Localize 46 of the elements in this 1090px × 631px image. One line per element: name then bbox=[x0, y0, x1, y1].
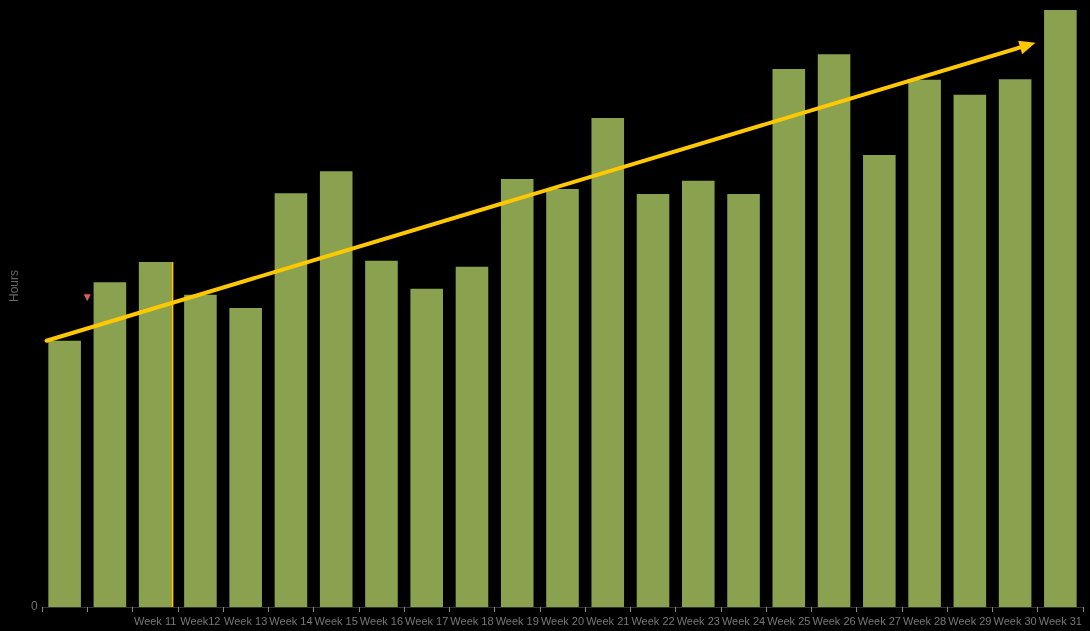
x-tick-label: Week 27 bbox=[857, 614, 901, 627]
bar bbox=[908, 79, 941, 607]
x-tick-label: Week 13 bbox=[224, 614, 268, 627]
bar bbox=[1044, 10, 1077, 607]
x-tick-label: Week 14 bbox=[269, 614, 313, 627]
text: 0 bbox=[31, 599, 38, 613]
bar bbox=[863, 155, 896, 607]
bar bbox=[636, 193, 670, 607]
x-tick-label: Week 21 bbox=[586, 614, 630, 627]
bar bbox=[455, 266, 489, 607]
x-tick-label: Week 22 bbox=[631, 614, 675, 627]
bar bbox=[184, 294, 217, 607]
bar bbox=[772, 69, 806, 607]
x-tick-label: Week 25 bbox=[767, 614, 811, 627]
x-tick-label: Week 24 bbox=[721, 614, 766, 627]
x-tick-label: Week12 bbox=[180, 614, 221, 627]
bar bbox=[274, 193, 308, 607]
bar bbox=[319, 171, 353, 607]
bar bbox=[727, 193, 760, 607]
x-tick-label: Week 11 bbox=[133, 614, 177, 627]
y-axis-title: Hours bbox=[7, 269, 21, 303]
x-tick-label: Week 30 bbox=[993, 614, 1037, 627]
x-tick-label: Week 31 bbox=[1038, 614, 1082, 627]
x-tick-label: Week 23 bbox=[676, 614, 720, 627]
bar bbox=[365, 260, 398, 607]
x-tick-label: Week 20 bbox=[540, 614, 585, 627]
bar bbox=[93, 282, 127, 607]
x-tick-label: Week 15 bbox=[314, 614, 358, 627]
bar bbox=[229, 307, 262, 607]
x-tick-label: Week 29 bbox=[948, 614, 992, 627]
x-tick-label: Week 16 bbox=[359, 614, 404, 627]
bar bbox=[546, 189, 579, 607]
bar bbox=[500, 178, 534, 607]
bar bbox=[998, 79, 1032, 607]
bar bbox=[681, 180, 715, 607]
x-tick-label: Week 18 bbox=[450, 614, 494, 627]
x-tick-label: Week 28 bbox=[902, 614, 947, 627]
bar bbox=[138, 261, 172, 607]
bar bbox=[591, 118, 625, 607]
bar bbox=[48, 340, 81, 607]
bar bbox=[953, 94, 987, 607]
x-tick-label: Week 19 bbox=[495, 614, 539, 627]
x-tick-label: Week 26 bbox=[812, 614, 856, 627]
x-tick-label: Week 17 bbox=[405, 614, 449, 627]
bar bbox=[410, 288, 444, 607]
bar bbox=[817, 54, 851, 607]
